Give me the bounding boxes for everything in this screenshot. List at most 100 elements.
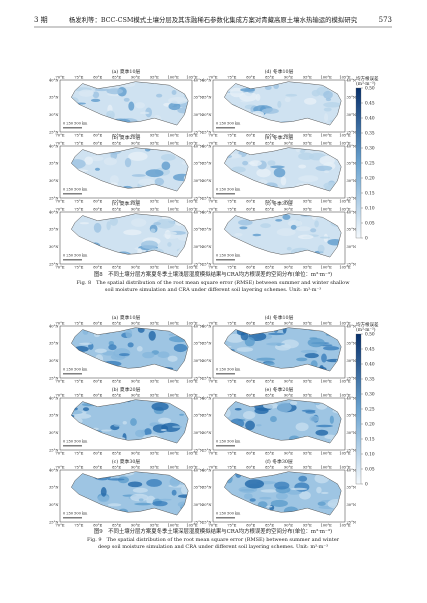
moisture-patch: [134, 102, 146, 109]
moisture-patch: [93, 222, 102, 233]
lon-label: 100°E: [321, 452, 333, 456]
plateau-outline: [70, 471, 189, 516]
moisture-patch: [103, 157, 117, 166]
lon-label: 80°E: [246, 76, 255, 80]
caption-cn: 图8 不同土壤分层方案夏冬季土壤浅层湿度模拟结果与CRA均方根误差的空间分布(单…: [94, 270, 332, 278]
moisture-patch: [323, 107, 332, 112]
lon-label: 95°E: [303, 524, 312, 528]
lon-label: 80°E: [93, 466, 102, 470]
lon-label: 90°E: [284, 524, 293, 528]
lat-label: 30°N: [347, 245, 357, 249]
lon-label: 90°E: [131, 200, 140, 204]
moisture-patch: [329, 415, 334, 424]
lon-label: 75°E: [74, 466, 83, 470]
lon-label: 85°E: [112, 134, 121, 138]
lat-label: 25°N: [202, 448, 212, 452]
lon-label: 90°E: [131, 394, 140, 398]
lat-label: 30°N: [347, 359, 357, 363]
lat-label: 35°N: [194, 162, 204, 166]
moisture-patch: [113, 424, 121, 427]
lon-label: 95°E: [303, 394, 312, 398]
moisture-patch: [134, 502, 153, 506]
moisture-patch: [243, 493, 253, 500]
lat-label: 25°N: [347, 196, 357, 200]
moisture-patch: [142, 351, 155, 359]
lon-label: 85°E: [265, 452, 274, 456]
lon-label: 95°E: [303, 208, 312, 212]
lon-label: 80°E: [93, 200, 102, 204]
lon-label: 85°E: [112, 142, 121, 146]
moisture-patch: [128, 101, 135, 111]
moisture-patch: [124, 157, 132, 168]
lon-label: 70°E: [209, 524, 218, 528]
lon-label: 75°E: [227, 266, 236, 270]
lat-label: 30°N: [347, 179, 357, 183]
lon-label: 90°E: [284, 452, 293, 456]
lat-label: 25°N: [202, 376, 212, 380]
lat-label: 30°N: [202, 359, 212, 363]
lon-label: 80°E: [246, 380, 255, 384]
lat-label: 25°N: [194, 130, 204, 134]
moisture-patch: [242, 411, 256, 420]
scale-label: 0 250 500 km: [216, 367, 241, 371]
moisture-patch: [164, 231, 177, 236]
lat-label: 35°N: [194, 414, 204, 418]
lon-label: 70°E: [209, 76, 218, 80]
lat-label: 40°N: [194, 468, 204, 472]
lon-label: 70°E: [56, 208, 65, 212]
lon-label: 105°E: [339, 208, 351, 212]
lon-label: 70°E: [209, 322, 218, 326]
moisture-patch: [260, 223, 271, 229]
lon-label: 75°E: [227, 452, 236, 456]
moisture-patch: [234, 407, 242, 411]
colorbar-tick-label: 0.45: [365, 348, 375, 353]
moisture-patch: [109, 216, 118, 226]
lon-label: 75°E: [227, 466, 236, 470]
moisture-patch: [127, 481, 143, 488]
moisture-patch: [277, 100, 282, 108]
moisture-patch: [150, 228, 156, 233]
lat-label: 30°N: [194, 179, 204, 183]
lon-label: 95°E: [150, 142, 159, 146]
lat-label: 30°N: [49, 503, 59, 507]
colorbar-tick-label: 0.30: [365, 393, 375, 398]
lon-label: 80°E: [246, 394, 255, 398]
lon-label: 105°E: [339, 322, 351, 326]
lat-label: 40°N: [202, 210, 212, 214]
moisture-patch: [319, 155, 335, 166]
moisture-patch: [285, 93, 298, 97]
moisture-patch: [138, 178, 155, 187]
lon-label: 100°E: [321, 380, 333, 384]
moisture-patch: [275, 492, 288, 500]
moisture-patch: [244, 479, 265, 489]
moisture-patch: [316, 486, 322, 494]
lon-label: 85°E: [265, 76, 274, 80]
plateau-outline: [223, 471, 342, 516]
lon-label: 105°E: [186, 200, 198, 204]
plateau-outline: [70, 81, 189, 126]
colorbar-tick-label: 0.30: [365, 147, 375, 152]
lat-label: 30°N: [202, 431, 212, 435]
moisture-patch: [260, 489, 279, 493]
lon-label: 85°E: [265, 322, 274, 326]
moisture-patch: [273, 167, 286, 178]
lon-label: 75°E: [74, 452, 83, 456]
lon-label: 95°E: [303, 76, 312, 80]
moisture-patch: [131, 174, 146, 177]
moisture-patch: [231, 166, 246, 173]
lon-label: 90°E: [131, 134, 140, 138]
moisture-patch: [261, 108, 279, 114]
moisture-patch: [106, 88, 124, 95]
moisture-patch: [267, 160, 276, 166]
caption-en: Fig. 8 The spatial distribution of the r…: [77, 279, 351, 286]
moisture-patch: [286, 246, 292, 251]
lat-label: 25°N: [49, 262, 59, 266]
colorbar: [355, 333, 362, 485]
colorbar-tick-label: 0.50: [365, 333, 375, 338]
lon-label: 70°E: [56, 200, 65, 204]
colorbar-tick-label: 0.05: [365, 222, 375, 227]
lat-label: 40°N: [49, 78, 59, 82]
colorbar-tick-label: 0.25: [365, 162, 375, 167]
lon-label: 80°E: [93, 322, 102, 326]
moisture-patch: [299, 491, 311, 500]
